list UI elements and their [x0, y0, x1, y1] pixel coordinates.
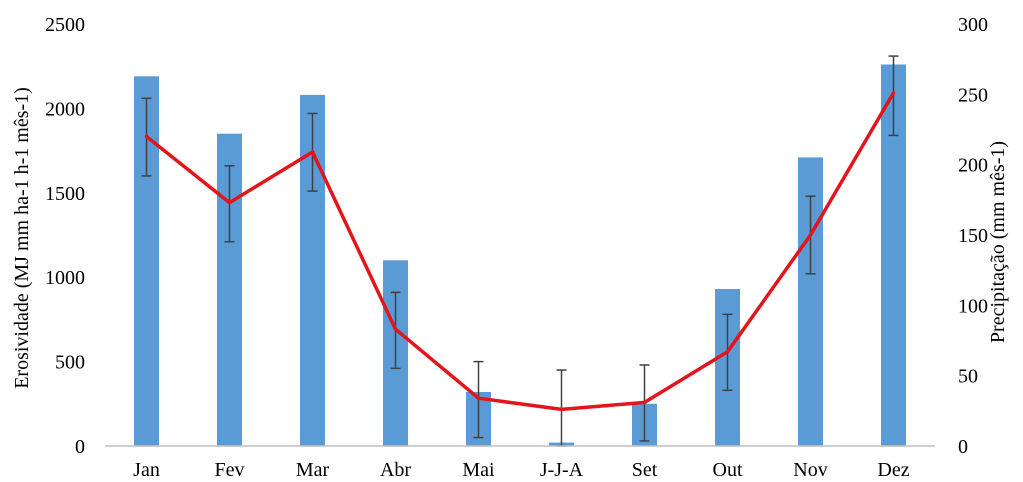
left-axis-ticks: 0 500 1000 1500 2000 2500: [45, 14, 85, 458]
precipitation-point-fev: [228, 201, 231, 205]
precipitation-line: [144, 91, 896, 412]
right-tick-label: 300: [958, 14, 988, 36]
x-tick-label: Out: [713, 459, 743, 481]
precipitation-point-dez: [892, 91, 895, 95]
x-tick-label: Dez: [877, 459, 909, 481]
x-tick-label: J-J-A: [540, 459, 584, 481]
right-tick-label: 0: [958, 436, 968, 458]
x-tick-label: Jan: [133, 459, 160, 481]
precipitation-point-nov: [809, 233, 812, 237]
bars-layer: [134, 64, 906, 447]
precipitation-point-abr: [394, 327, 397, 331]
x-tick-label: Set: [632, 459, 658, 481]
right-tick-label: 100: [958, 295, 988, 317]
left-tick-label: 2000: [45, 98, 85, 120]
left-tick-label: 1500: [45, 183, 85, 205]
left-tick-label: 2500: [45, 14, 85, 36]
precipitation-line-layer: [144, 91, 896, 412]
left-axis-title: Erosividade (MJ mm ha-1 h-1 mês-1): [11, 87, 33, 389]
right-axis-ticks: 0 50 100 150 200 250 300: [958, 14, 988, 458]
precipitation-point-jan: [145, 135, 148, 138]
precipitation-point-j-j-a: [560, 407, 563, 411]
right-tick-label: 200: [958, 155, 988, 177]
x-tick-label: Abr: [380, 459, 411, 481]
left-tick-label: 500: [55, 352, 85, 374]
precipitation-point-set: [643, 400, 646, 404]
right-axis-title: Precipitação (mm mês-1): [987, 141, 1009, 343]
x-tick-label: Mar: [296, 459, 330, 481]
precipitation-point-out: [726, 350, 729, 354]
right-tick-label: 150: [958, 225, 988, 247]
precipitation-point-mar: [311, 150, 314, 154]
error-bars-layer: [141, 55, 899, 447]
x-axis-ticks: Jan Fev Mar Abr Mai J-J-A Set Out Nov Dez: [133, 459, 910, 481]
left-tick-label: 0: [75, 436, 85, 458]
x-tick-label: Fev: [215, 459, 245, 481]
right-tick-label: 250: [958, 84, 988, 106]
x-tick-label: Nov: [793, 459, 827, 481]
x-tick-label: Mai: [462, 459, 495, 481]
precipitation-point-mai: [477, 396, 480, 400]
left-tick-label: 1000: [45, 267, 85, 289]
right-tick-label: 50: [958, 366, 978, 388]
